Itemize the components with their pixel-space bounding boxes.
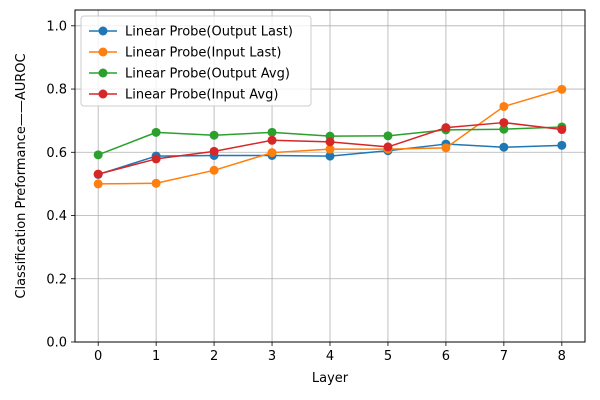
legend-marker — [98, 89, 108, 99]
data-point — [93, 150, 103, 160]
x-tick-label: 2 — [210, 349, 218, 364]
data-point — [499, 124, 509, 134]
x-tick-label: 3 — [268, 349, 276, 364]
legend-entry: Linear Probe(Input Avg) — [89, 88, 278, 103]
legend-marker — [98, 68, 108, 78]
x-axis-label: Layer — [312, 371, 349, 386]
data-point — [93, 179, 103, 189]
y-tick-label: 0.6 — [46, 146, 67, 161]
data-point — [267, 127, 277, 137]
x-tick-label: 5 — [384, 349, 392, 364]
data-point — [151, 127, 161, 137]
y-tick-label: 0.4 — [46, 209, 67, 224]
data-point — [325, 151, 335, 161]
x-tick-label: 4 — [326, 349, 334, 364]
data-point — [325, 137, 335, 147]
data-point — [557, 125, 567, 135]
legend-label: Linear Probe(Input Last) — [125, 46, 281, 61]
data-point — [209, 130, 219, 140]
data-point — [267, 135, 277, 145]
data-point — [557, 140, 567, 150]
x-tick-label: 6 — [442, 349, 450, 364]
data-point — [383, 142, 393, 152]
x-tick-label: 8 — [558, 349, 566, 364]
data-point — [383, 131, 393, 141]
data-point — [441, 123, 451, 133]
legend-marker — [98, 26, 108, 36]
data-point — [557, 84, 567, 94]
legend-entry: Linear Probe(Output Last) — [89, 25, 293, 40]
data-point — [93, 169, 103, 179]
data-point — [499, 101, 509, 111]
series-4 — [93, 118, 567, 179]
y-tick-label: 1.0 — [46, 19, 67, 34]
data-point — [151, 178, 161, 188]
legend-label: Linear Probe(Output Last) — [125, 25, 293, 40]
series-layer — [93, 84, 567, 189]
legend: Linear Probe(Output Last) Linear Probe(In… — [80, 15, 312, 107]
data-point — [209, 165, 219, 175]
data-point — [499, 118, 509, 128]
x-tick-label: 1 — [152, 349, 160, 364]
data-point — [267, 148, 277, 158]
data-point — [441, 143, 451, 153]
legend-entry: Linear Probe(Output Avg) — [89, 67, 290, 82]
y-tick-label: 0.0 — [46, 336, 67, 351]
legend-entry: Linear Probe(Input Last) — [89, 46, 281, 61]
y-tick-label: 0.8 — [46, 83, 67, 98]
data-point — [325, 144, 335, 154]
legend-box — [80, 15, 312, 107]
y-axis-label: Classification Preformance——AUROC — [14, 53, 29, 298]
data-point — [499, 142, 509, 152]
legend-marker — [98, 47, 108, 57]
x-tick-label: 7 — [500, 349, 508, 364]
x-tick-label: 0 — [94, 349, 102, 364]
legend-label: Linear Probe(Input Avg) — [125, 88, 278, 103]
series-2 — [93, 84, 567, 189]
ticks: 0 1 2 3 4 5 6 7 8 0.0 0.2 0.4 0.6 0.8 1.0 — [46, 19, 566, 364]
data-point — [209, 146, 219, 156]
y-tick-label: 0.2 — [46, 272, 67, 287]
legend-label: Linear Probe(Output Avg) — [125, 67, 290, 82]
data-point — [151, 154, 161, 164]
